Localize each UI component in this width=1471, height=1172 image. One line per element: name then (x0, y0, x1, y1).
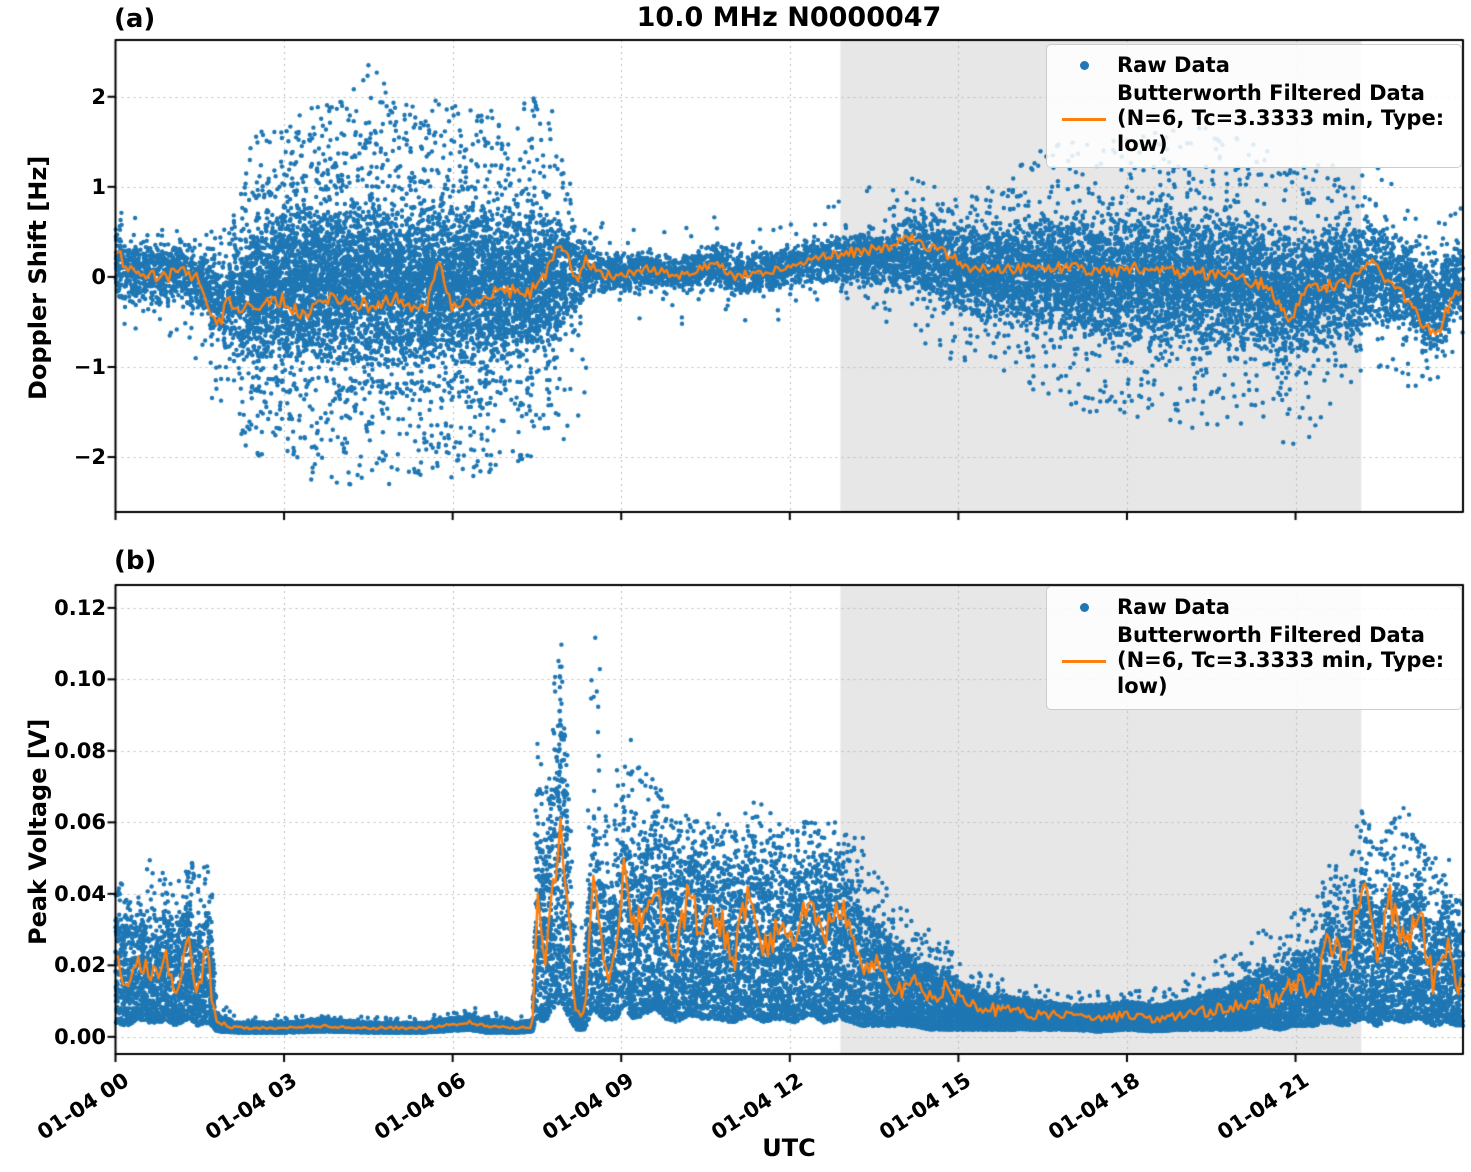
y-tick-label: 0 (91, 264, 106, 289)
y-tick-label: −2 (73, 445, 106, 470)
panel-b-tag: (b) (114, 546, 157, 576)
panel-a-tag: (a) (114, 4, 156, 34)
legend-filtered-label-line2: (N=6, Tc=3.3333 min, Type: low) (1117, 648, 1445, 698)
legend-raw-label: Raw Data (1117, 595, 1230, 619)
y-tick-label: 0.08 (54, 738, 106, 763)
y-tick-label: 0.00 (54, 1024, 106, 1049)
legend-filtered-label-line1: Butterworth Filtered Data (1117, 80, 1425, 105)
x-axis-label-utc: UTC (762, 1134, 816, 1162)
legend-entry-raw: Raw Data (1055, 595, 1453, 621)
filtered-line-marker-icon (1055, 117, 1113, 121)
legend-entry-raw: Raw Data (1055, 53, 1453, 79)
filtered-line-marker-icon (1055, 659, 1113, 663)
legend-filtered-label-line1: Butterworth Filtered Data (1117, 622, 1425, 647)
y-tick-label: 0.04 (54, 881, 106, 906)
legend-filtered-label: Butterworth Filtered Data (N=6, Tc=3.333… (1113, 81, 1453, 158)
figure-title: 10.0 MHz N0000047 (636, 2, 942, 33)
y-tick-label: 0.10 (54, 667, 106, 692)
legend-entry-filtered: Butterworth Filtered Data (N=6, Tc=3.333… (1055, 81, 1453, 158)
legend-filtered-label: Butterworth Filtered Data (N=6, Tc=3.333… (1113, 623, 1453, 700)
y-tick-label: 0.02 (54, 953, 106, 978)
legend-panel-b: Raw Data Butterworth Filtered Data (N=6,… (1046, 586, 1462, 711)
y-tick-label: 1 (91, 174, 106, 199)
raw-data-marker-icon (1055, 61, 1113, 71)
legend-panel-a: Raw Data Butterworth Filtered Data (N=6,… (1046, 44, 1462, 169)
legend-raw-label: Raw Data (1117, 53, 1230, 77)
y-tick-label: 0.06 (54, 810, 106, 835)
y-tick-label: 2 (91, 84, 106, 109)
y-tick-label: 0.12 (54, 595, 106, 620)
raw-data-marker-icon (1055, 603, 1113, 613)
legend-filtered-label-line2: (N=6, Tc=3.3333 min, Type: low) (1117, 106, 1445, 156)
y-tick-label: −1 (73, 354, 106, 379)
legend-entry-filtered: Butterworth Filtered Data (N=6, Tc=3.333… (1055, 623, 1453, 700)
